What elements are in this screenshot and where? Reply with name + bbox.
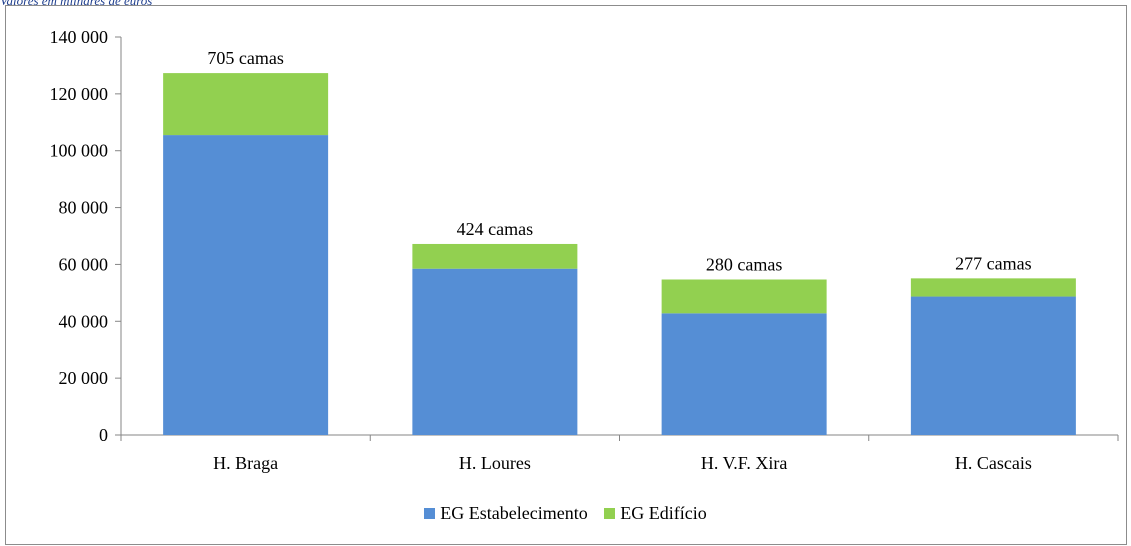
bar-segment-edificio <box>412 243 578 269</box>
y-tick-label: 40 000 <box>59 311 109 331</box>
bar-segment-estabelecimento <box>661 313 827 435</box>
legend-label-edificio: EG Edifício <box>620 503 707 523</box>
legend-item-estabelecimento: EG Estabelecimento <box>424 503 588 524</box>
legend: EG Estabelecimento EG Edifício <box>0 503 1131 524</box>
x-tick-label: H. Loures <box>459 453 531 473</box>
legend-swatch-estabelecimento <box>424 508 436 519</box>
bar-label: 280 camas <box>706 254 782 274</box>
legend-swatch-edificio <box>604 508 616 519</box>
bar-segment-estabelecimento <box>412 268 578 435</box>
bar-label: 424 camas <box>457 219 533 239</box>
legend-label-estabelecimento: EG Estabelecimento <box>440 503 588 523</box>
y-tick-label: 60 000 <box>59 254 109 274</box>
bar-segment-edificio <box>910 278 1076 297</box>
x-tick-label: H. Braga <box>213 453 278 473</box>
bar-segment-estabelecimento <box>910 296 1076 435</box>
y-tick-label: 0 <box>99 425 108 445</box>
bar-segment-edificio <box>163 73 329 136</box>
y-tick-label: 140 000 <box>50 27 109 47</box>
x-tick-label: H. Cascais <box>955 453 1032 473</box>
y-tick-label: 120 000 <box>50 84 109 104</box>
bar-label: 705 camas <box>207 48 283 68</box>
units-note: Valores em milhares de euros <box>0 0 153 8</box>
y-tick-label: 20 000 <box>59 368 109 388</box>
x-tick-label: H. V.F. Xira <box>701 453 787 473</box>
bar-segment-edificio <box>661 279 827 314</box>
y-tick-label: 80 000 <box>59 198 109 218</box>
bar-label: 277 camas <box>955 253 1031 273</box>
chart-frame <box>5 5 1127 545</box>
y-tick-label: 100 000 <box>50 141 109 161</box>
bar-segment-estabelecimento <box>163 135 329 436</box>
legend-item-edificio: EG Edifício <box>604 503 707 524</box>
